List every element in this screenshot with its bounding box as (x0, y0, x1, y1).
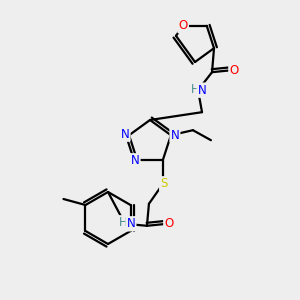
Text: N: N (131, 154, 140, 167)
Text: S: S (160, 177, 168, 190)
Text: N: N (170, 129, 179, 142)
Text: O: O (230, 64, 238, 77)
Text: N: N (198, 84, 206, 97)
Text: N: N (127, 217, 135, 230)
Text: H: H (118, 216, 127, 229)
Text: O: O (164, 217, 174, 230)
Text: N: N (121, 128, 130, 141)
Text: H: H (190, 83, 200, 96)
Text: O: O (178, 19, 188, 32)
